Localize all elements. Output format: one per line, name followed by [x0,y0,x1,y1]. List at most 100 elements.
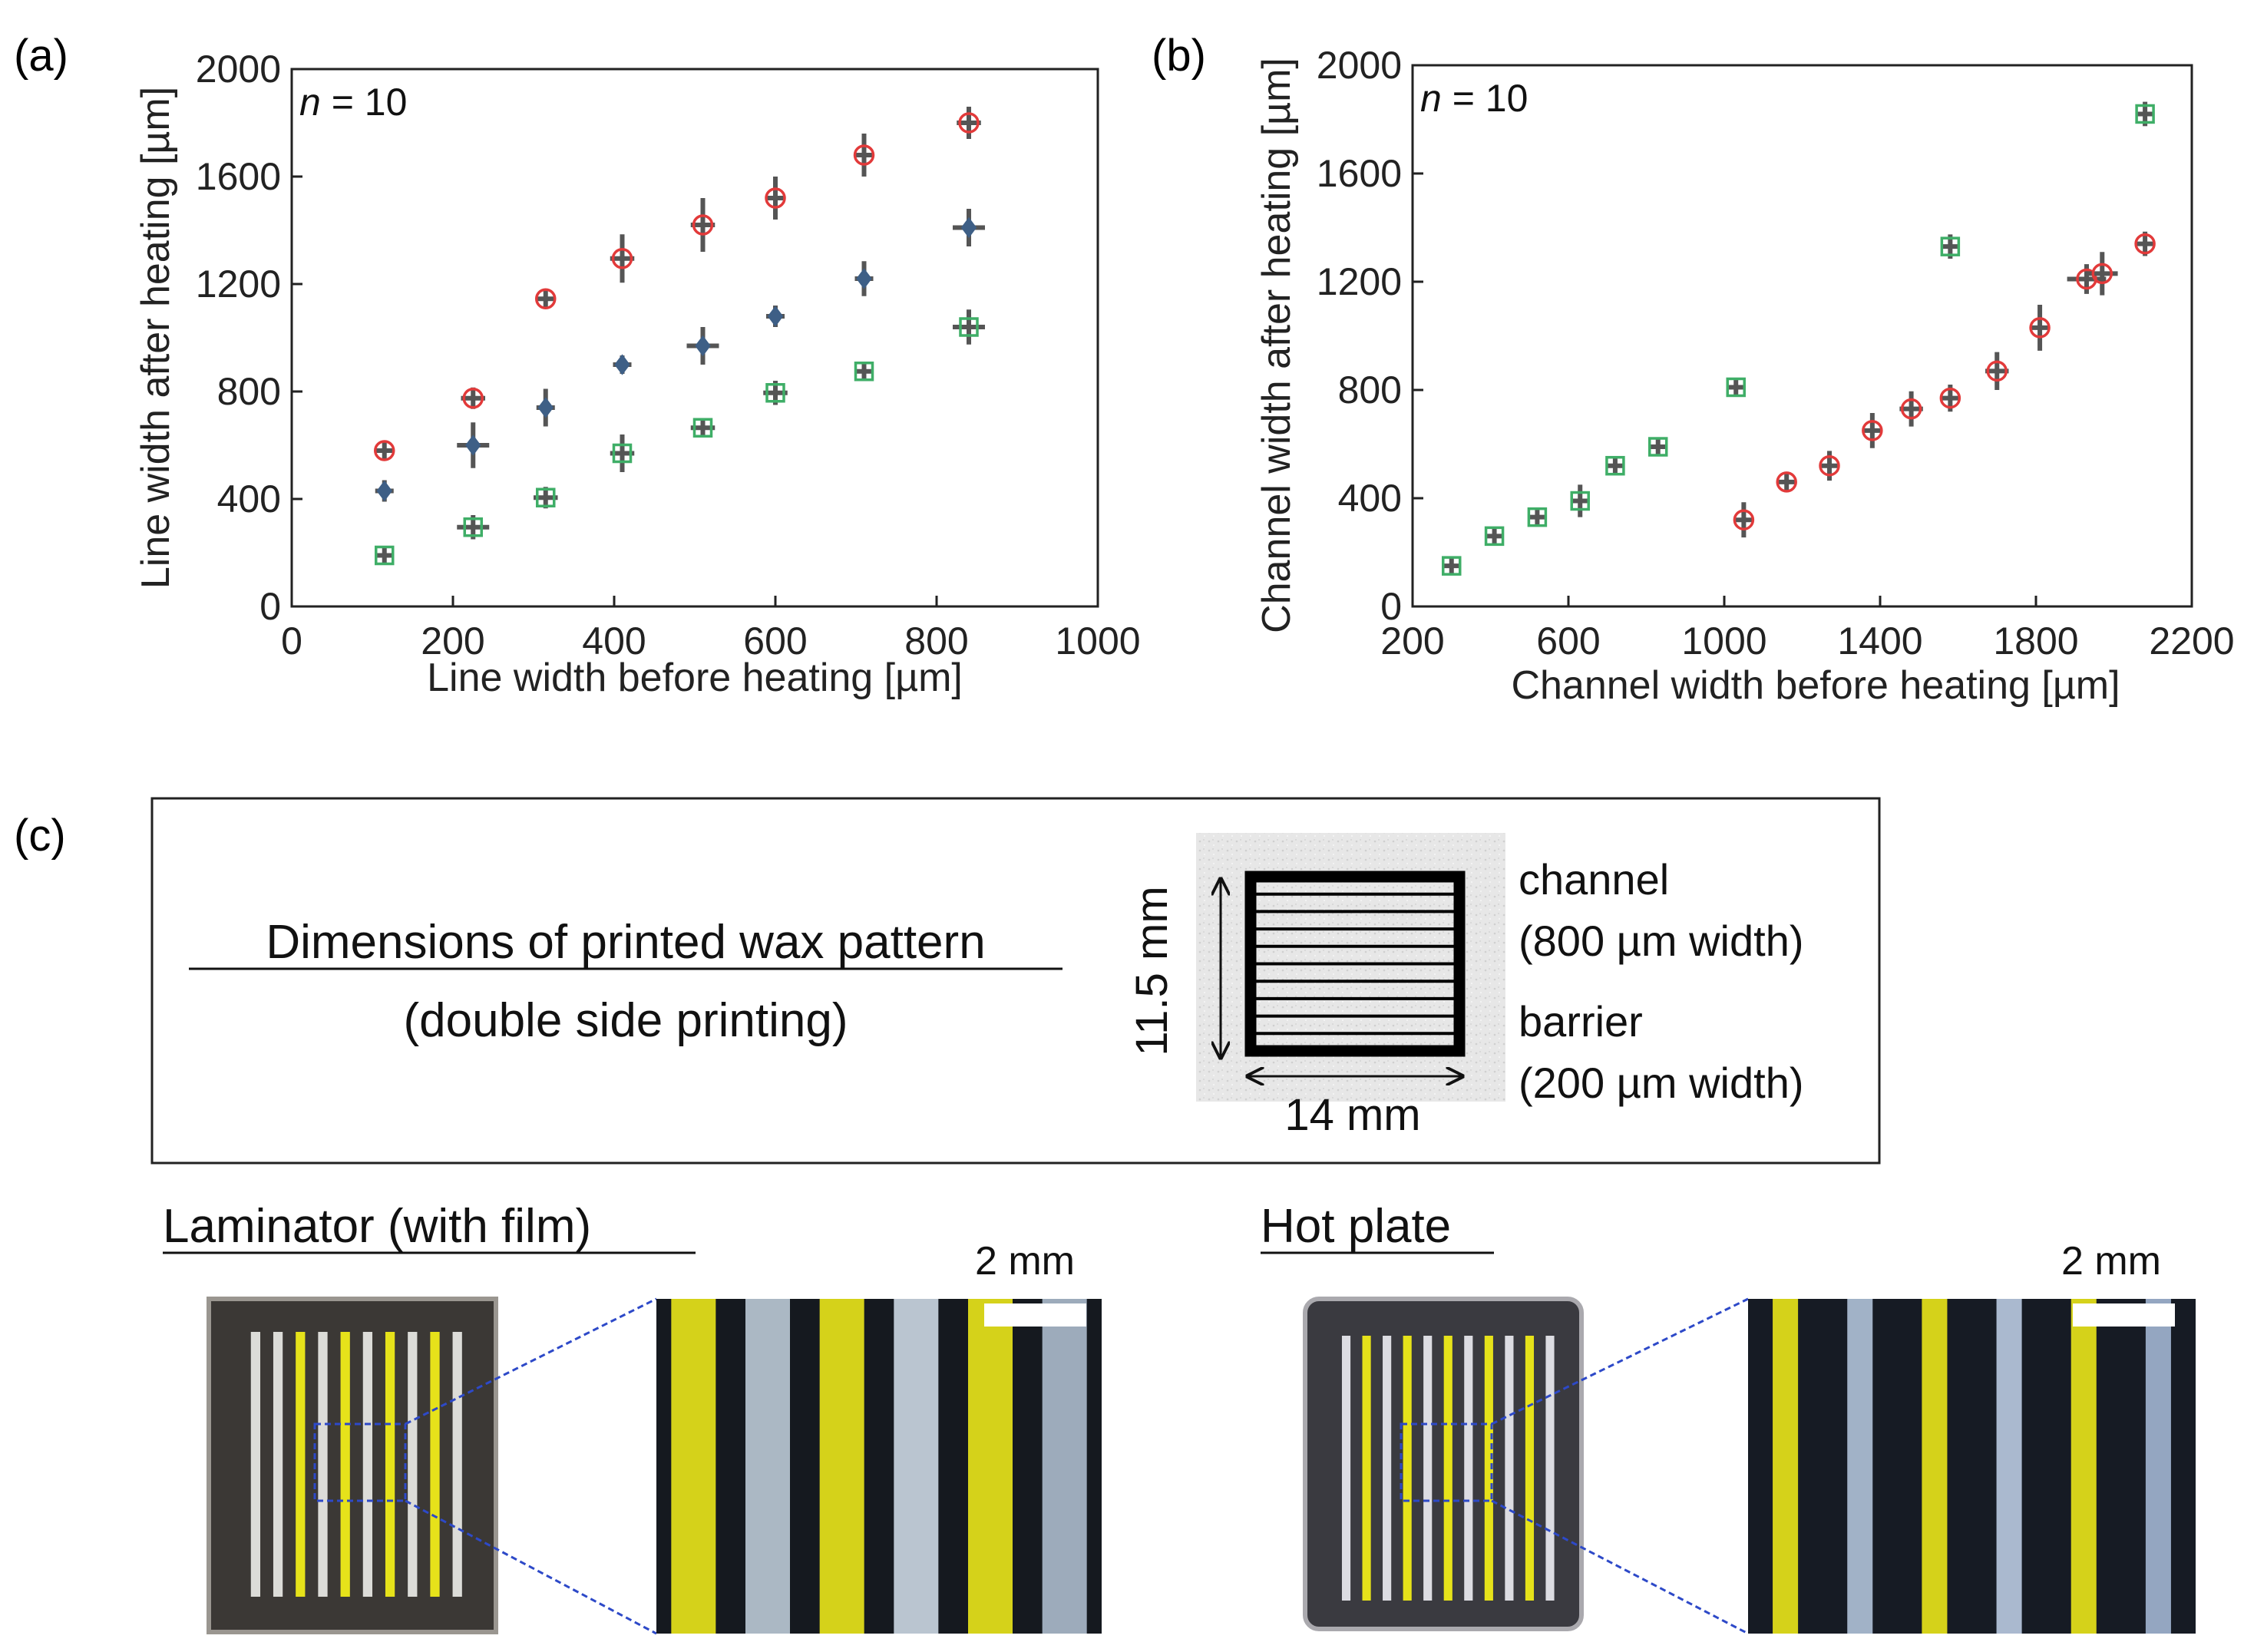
chart-b-point-circle [1776,471,1797,493]
chart-a-point-square [610,434,635,472]
marker-square [1484,526,1505,547]
chart-a-xtick-label: 0 [281,620,302,662]
device-channel-stripe [362,1332,373,1597]
marker-circle [1733,509,1755,530]
hotplate-device-border [1303,1297,1584,1631]
chart-b-ytick-label: 1200 [1317,260,1402,303]
chart-b-point-square [1605,455,1625,476]
chart-b-xtick-label: 2200 [2149,620,2234,662]
chart-b-xtick-label: 1000 [1681,620,1766,662]
device-channel-stripe [1525,1336,1535,1601]
marker-square [765,383,785,403]
chart-b-point-circle [1939,384,1961,412]
zoom-channel-stripe [2070,1299,2097,1634]
schematic-box: Dimensions of printed wax pattern (doubl… [150,797,1881,1165]
chart-a-point-circle [461,387,485,409]
chart-b-point-square [1484,526,1505,547]
laminator-zoom-line-top [405,1297,657,1426]
marker-square [2135,104,2155,124]
marker-circle [1900,398,1922,420]
chart-a-point-diamond [854,261,874,296]
chart-b-annotation-value: = 10 [1442,77,1528,120]
chart-b-annotation: n = 10 [1420,77,1528,120]
marker-circle [958,112,980,134]
chart-a: 0 200 400 600 800 1000 0 400 800 1200 1600 2000 n =… [134,48,1141,700]
marker-square [1605,455,1625,476]
device-channel-stripe [430,1332,440,1597]
chart-a-point-square [763,381,788,405]
chart-b-plot-area [1411,64,2193,608]
chart-a-point-diamond [686,327,719,365]
zoom-channel-stripe [894,1299,939,1634]
marker-circle [2134,233,2156,255]
marker-square [1647,437,1668,457]
chart-a-xtick-label: 1000 [1055,620,1140,662]
laminator-title: Laminator (with film) [163,1200,591,1253]
chart-a-ticks: 0 200 400 600 800 1000 0 400 800 1200 1600 2000 [196,48,1141,662]
laminator-zoom-line-bottom [405,1499,657,1635]
marker-square [692,418,713,438]
zoom-channel-stripe [745,1299,790,1634]
device-channel-stripe [1403,1336,1412,1601]
marker-diamond [695,335,711,357]
zoom-channel-stripe [1922,1299,1948,1634]
zoom-channel-stripe [2145,1299,2171,1634]
device-channel-stripe [340,1332,350,1597]
marker-square [1527,507,1548,527]
marker-diamond [856,268,872,289]
chart-b-ytick-label: 0 [1380,585,1402,628]
panel-label-a: (a) [14,31,68,81]
zoom-channel-stripe [1042,1299,1087,1634]
zoom-channel-stripe [1773,1299,1799,1634]
chart-b-point-square [2135,101,2155,127]
scale-label-left: 2 mm [975,1239,1075,1284]
marker-square [1940,236,1961,256]
chart-b-point-square [1940,234,1961,259]
chart-a-point-square [953,309,985,345]
marker-circle [2091,263,2113,285]
schematic-subtitle: (double side printing) [403,994,848,1047]
chart-a-ytick-label: 1200 [196,263,281,306]
device-channel-stripe [452,1332,462,1597]
marker-circle [853,144,875,166]
chart-a-xlabel: Line width before heating [µm] [427,656,963,700]
barrier-label: barrier [1519,997,1643,1046]
chart-a-xtick-label: 800 [904,620,968,662]
chart-a-point-diamond [375,480,394,502]
chart-b-ytick-label: 800 [1338,368,1402,411]
marker-square [959,317,979,337]
marker-circle [765,187,786,209]
chart-b-ylabel: Channel width after heating [µm] [1254,58,1299,633]
hotplate-photo-device [1303,1297,1584,1631]
chart-b-point-square [1442,556,1462,576]
chart-a-point-circle [765,177,786,220]
hotplate-zoom-box [1400,1422,1493,1502]
laminator-scale-bar [984,1303,1086,1327]
chart-b-ytick-label: 400 [1338,477,1402,520]
chart-a-ytick-label: 0 [259,585,281,628]
laminator-zoom-channels [671,1299,1087,1634]
marker-circle [535,288,557,309]
marker-circle [462,388,484,409]
device-channel-stripe [1341,1336,1351,1601]
chart-b-annotation-n: n [1420,77,1442,120]
chart-b-xtick-label: 1800 [1993,620,2078,662]
chart-b-xtick-label: 600 [1536,620,1600,662]
chart-a-ytick-label: 2000 [196,48,281,91]
device-channel-stripe [1464,1336,1473,1601]
chart-a-annotation-n: n [299,81,321,124]
schematic-title: Dimensions of printed wax pattern [266,916,985,969]
device-channel-stripe [1383,1336,1392,1601]
hotplate-zoom-line-top [1491,1297,1749,1426]
laminator-photo-zoom [656,1299,1102,1634]
chart-a-point-circle [535,288,557,309]
height-label: 11.5 mm [1127,886,1177,1056]
marker-circle [611,248,633,269]
panel-label-c: (c) [14,811,66,861]
chart-a-point-square [854,362,874,382]
zoom-channel-stripe [968,1299,1013,1634]
chart-b-ytick-label: 1600 [1317,152,1402,195]
chart-b-ytick-label: 2000 [1317,44,1402,87]
chart-b-points [1442,101,2156,576]
